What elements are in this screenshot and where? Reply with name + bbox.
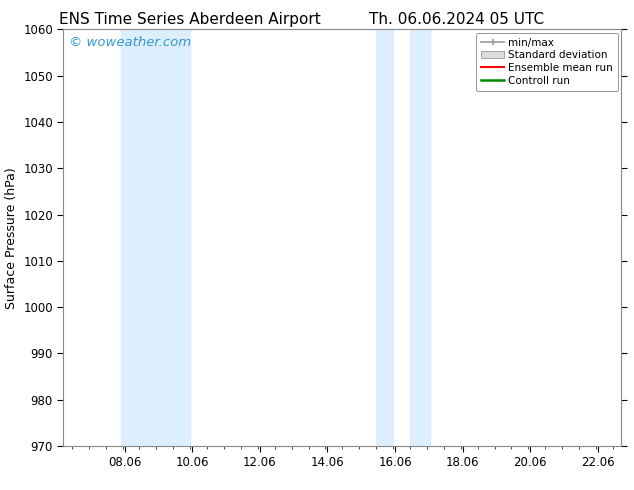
Bar [376, 29, 393, 446]
Legend: min/max, Standard deviation, Ensemble mean run, Controll run: min/max, Standard deviation, Ensemble me… [476, 32, 618, 91]
Bar [410, 29, 430, 446]
Text: © woweather.com: © woweather.com [69, 36, 191, 49]
Y-axis label: Surface Pressure (hPa): Surface Pressure (hPa) [4, 167, 18, 309]
Text: ENS Time Series Aberdeen Airport: ENS Time Series Aberdeen Airport [60, 12, 321, 27]
Bar [121, 29, 190, 446]
Text: Th. 06.06.2024 05 UTC: Th. 06.06.2024 05 UTC [369, 12, 544, 27]
